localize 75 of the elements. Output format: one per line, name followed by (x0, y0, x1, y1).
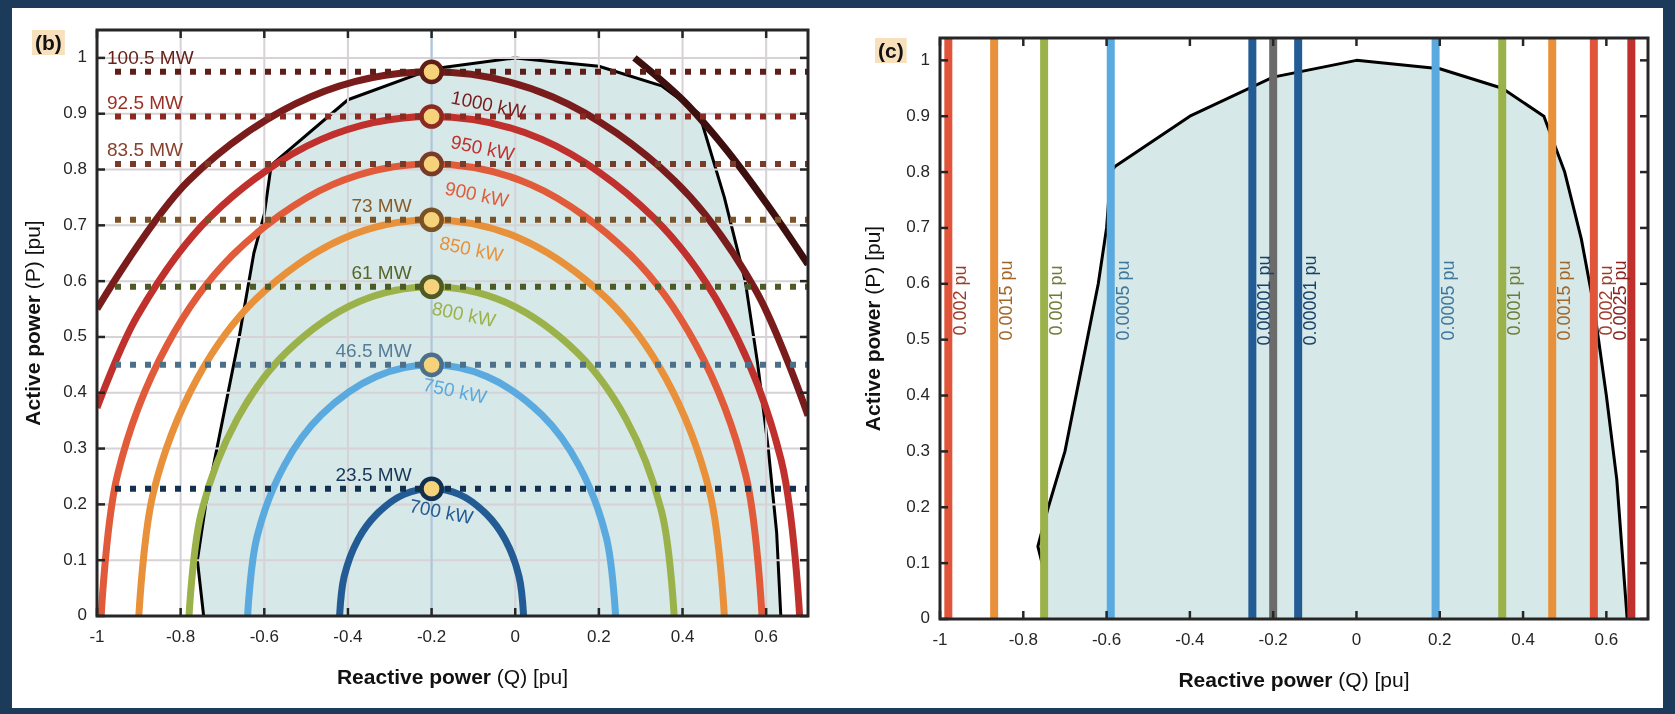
ref-line-label: 83.5 MW (107, 138, 184, 160)
x-tick-label: -0.8 (1008, 630, 1038, 649)
y-tick-label: 0.6 (906, 273, 930, 293)
point (419, 59, 444, 85)
ref-line-label: 23.5 MW (335, 463, 412, 485)
point (419, 274, 444, 300)
x-tick-label: 0.2 (587, 627, 611, 646)
y-tick-label: 0.7 (906, 217, 930, 237)
x-axis-title: Reactive power (Q) [pu] (336, 665, 569, 688)
x-tick-label: -1 (932, 630, 948, 649)
text: 1000 kW (449, 86, 527, 123)
x-tick-label: 0 (510, 627, 520, 646)
ref-line-label: 92.5 MW (107, 91, 184, 113)
x-tick-label: -0.2 (1258, 630, 1288, 649)
ref-line-label: 0.0015 pu (996, 260, 1017, 341)
ref-line-label: 61 MW (351, 261, 412, 283)
text: (b) (35, 31, 62, 54)
x-tick-label: 0.2 (1427, 630, 1452, 649)
point (419, 352, 444, 378)
ref-line-label: 0.00001 pu (1300, 255, 1321, 346)
x-tick-label: -0.2 (416, 627, 447, 646)
text: 900 kW (443, 177, 511, 212)
x-tick-label: -0.4 (333, 627, 363, 646)
y-tick-label: 0.3 (63, 438, 87, 458)
y-tick-label: 0.9 (63, 103, 87, 123)
x-tick-label: -1 (89, 627, 105, 646)
y-tick-label: 0 (77, 605, 87, 625)
y-tick-label: 0.2 (906, 496, 930, 516)
y-tick-label: 0 (920, 608, 930, 628)
y-tick-label: 0.5 (63, 326, 87, 346)
y-axis-title: Active power (P) [pu] (861, 225, 884, 432)
y-axis-title: Active power (P) [pu] (21, 220, 44, 426)
text: 850 kW (437, 232, 506, 266)
y-tick-label: 0.2 (63, 493, 87, 513)
x-tick-label: 0.6 (754, 627, 778, 646)
x-tick-label: 0.6 (1594, 630, 1619, 649)
x-tick-label: 0.4 (1511, 630, 1535, 649)
y-tick-label: 0.4 (906, 385, 930, 405)
text: 700 kW (407, 494, 476, 529)
x-tick-label: 0 (1351, 630, 1362, 649)
y-tick-label: 0.7 (63, 214, 87, 234)
point (419, 151, 444, 177)
x-tick-label: -0.6 (249, 627, 279, 646)
text: 950 kW (448, 131, 517, 165)
x-tick-label: -0.6 (1091, 630, 1122, 649)
y-tick-label: 0.5 (906, 329, 930, 349)
y-tick-label: 0.1 (906, 552, 930, 572)
ref-line-label: 0.001 pu (1046, 265, 1067, 336)
x-tick-label: -0.4 (1175, 630, 1205, 649)
x-axis-title: Reactive power (Q) [pu] (1178, 668, 1410, 691)
point (419, 207, 444, 233)
y-tick-label: 0.9 (906, 105, 930, 125)
text: (c) (878, 39, 904, 62)
ref-line-label: 73 MW (351, 194, 412, 216)
text: 750 kW (421, 373, 489, 408)
ref-line-label: 46.5 MW (335, 339, 412, 361)
ref-line-label: 0.00001 pu (1254, 255, 1275, 346)
ref-line-label: 0.0015 pu (1554, 260, 1575, 341)
y-tick-label: 1 (920, 49, 930, 69)
text: 800 kW (430, 297, 498, 332)
y-tick-label: 0.8 (906, 161, 930, 181)
x-tick-label: 0.4 (670, 627, 695, 646)
ref-line-label: 0.0005 pu (1112, 260, 1133, 341)
ref-line-label: 100.5 MW (107, 46, 194, 68)
y-tick-label: 0.8 (63, 159, 87, 179)
y-tick-label: 0.6 (63, 270, 87, 290)
y-tick-label: 1 (77, 47, 87, 67)
point (419, 104, 444, 129)
y-tick-label: 0.1 (63, 549, 87, 569)
y-tick-label: 0.3 (906, 440, 930, 460)
y-tick-label: 0.4 (63, 382, 87, 402)
x-tick-label: -0.8 (166, 627, 196, 646)
ref-line-label: 0.001 pu (1504, 265, 1525, 336)
ref-line-label: 0.0005 pu (1437, 260, 1458, 341)
ref-line-label: 0.002 pu (950, 265, 971, 336)
